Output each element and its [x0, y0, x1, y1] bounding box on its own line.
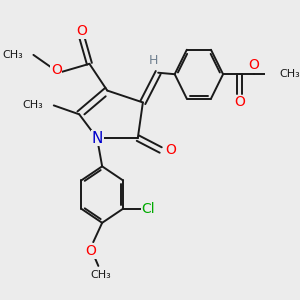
Text: H: H — [148, 54, 158, 67]
Text: CH₃: CH₃ — [91, 270, 111, 280]
Text: Cl: Cl — [142, 202, 155, 216]
Text: N: N — [92, 130, 103, 146]
Text: CH₃: CH₃ — [279, 69, 300, 79]
Text: O: O — [85, 244, 96, 258]
Text: O: O — [76, 24, 87, 38]
Text: O: O — [248, 58, 259, 72]
Text: O: O — [165, 143, 176, 157]
Text: CH₃: CH₃ — [23, 100, 44, 110]
Text: O: O — [234, 95, 245, 110]
Text: O: O — [51, 63, 62, 77]
Text: CH₃: CH₃ — [2, 50, 23, 60]
